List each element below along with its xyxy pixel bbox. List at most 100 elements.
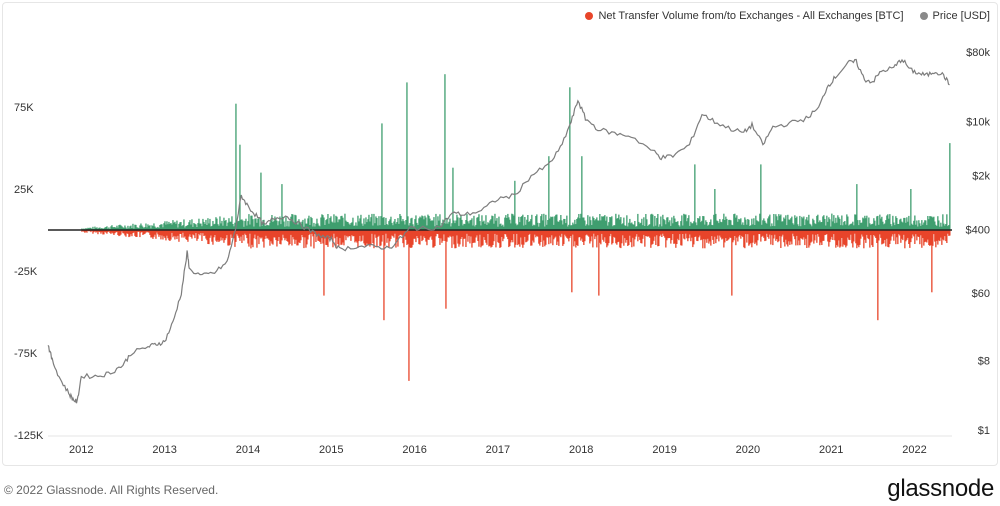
inflow-bar [615, 230, 617, 244]
inflow-bar [713, 230, 715, 244]
outflow-bar [114, 227, 116, 230]
inflow-bar [301, 230, 303, 235]
outflow-bar [949, 143, 951, 230]
outflow-bar [605, 220, 607, 230]
outflow-bar [853, 225, 855, 230]
inflow-bar [207, 230, 209, 244]
outflow-bar [377, 225, 379, 230]
outflow-bar [171, 224, 173, 230]
outflow-bar [99, 227, 101, 230]
legend-item-price[interactable]: Price [USD] [919, 10, 990, 22]
outflow-bar [753, 218, 755, 230]
inflow-bar [353, 230, 355, 237]
inflow-bar [335, 230, 337, 249]
inflow-bar [83, 230, 85, 232]
inflow-bar [316, 230, 318, 236]
inflow-bar [449, 230, 451, 236]
inflow-bar [398, 230, 400, 236]
inflow-bar [334, 230, 336, 239]
outflow-bar [327, 214, 329, 230]
outflow-bar [115, 227, 117, 230]
outflow-bar [223, 217, 225, 230]
inflow-bar [705, 230, 707, 240]
inflow-bar [191, 230, 193, 239]
outflow-bar [300, 225, 302, 230]
outflow-bar [885, 220, 887, 230]
outflow-bar [835, 217, 837, 230]
inflow-bar [426, 230, 428, 246]
outflow-bar [469, 220, 471, 230]
inflow-bar [742, 230, 744, 238]
outflow-bar [129, 226, 131, 230]
outflow-bar [565, 223, 567, 230]
outflow-bar [391, 222, 393, 230]
outflow-bar [476, 217, 478, 230]
outflow-bar [592, 216, 594, 230]
inflow-bar [227, 230, 229, 246]
inflow-bar [137, 230, 139, 232]
inflow-bar [183, 230, 185, 238]
inflow-bar [415, 230, 417, 243]
inflow-bar [786, 230, 788, 245]
inflow-bar [587, 230, 589, 236]
inflow-bar [861, 230, 863, 235]
outflow-bar [152, 226, 154, 230]
outflow-bar [574, 219, 576, 230]
inflow-bar [251, 230, 253, 245]
inflow-bar [341, 230, 343, 245]
inflow-bar [538, 230, 540, 244]
inflow-bar [170, 230, 172, 240]
inflow-bar [267, 230, 269, 239]
inflow-bar [880, 230, 882, 238]
inflow-bar [585, 230, 587, 236]
inflow-bar [627, 230, 629, 246]
inflow-bar [898, 230, 900, 235]
outflow-bar [732, 225, 734, 230]
outflow-bar [789, 219, 791, 230]
outflow-bar [505, 215, 507, 230]
outflow-bar [924, 220, 926, 230]
outflow-bar [827, 221, 829, 230]
inflow-bar [384, 230, 386, 246]
outflow-bar [484, 223, 486, 230]
inflow-bar [440, 230, 442, 239]
outflow-bar [153, 223, 155, 230]
inflow-bar [283, 230, 285, 238]
outflow-bar [645, 214, 647, 230]
outflow-bar [615, 213, 617, 230]
inflow-bar [581, 230, 583, 239]
inflow-bar [125, 230, 127, 237]
outflow-bar [340, 216, 342, 230]
outflow-bar [186, 225, 188, 230]
inflow-bar [302, 230, 304, 238]
inflow-bar [929, 230, 931, 246]
outflow-bar [472, 225, 474, 230]
inflow-bar [626, 230, 628, 240]
inflow-bar [292, 230, 294, 238]
outflow-bar [444, 74, 446, 230]
outflow-bar [161, 224, 163, 230]
inflow-bar [154, 230, 156, 235]
inflow-bar [682, 230, 684, 234]
outflow-bar [552, 216, 554, 230]
inflow-bar [224, 230, 226, 241]
outflow-bar [726, 218, 728, 230]
outflow-bar [736, 215, 738, 230]
outflow-bar [801, 216, 803, 230]
inflow-bar [120, 230, 122, 235]
outflow-bar [943, 223, 945, 230]
inflow-bar [196, 230, 198, 241]
inflow-bar [520, 230, 522, 238]
inflow-bar [358, 230, 360, 242]
outflow-bar [309, 225, 311, 230]
inflow-bar [568, 230, 570, 242]
inflow-bar [262, 230, 264, 242]
inflow-bar [800, 230, 802, 239]
outflow-bar [98, 227, 100, 230]
outflow-bar [849, 224, 851, 230]
legend-item-net-transfer[interactable]: Net Transfer Volume from/to Exchanges - … [585, 10, 904, 22]
outflow-bar [832, 221, 834, 230]
inflow-bar [199, 230, 201, 236]
outflow-bar [703, 216, 705, 230]
